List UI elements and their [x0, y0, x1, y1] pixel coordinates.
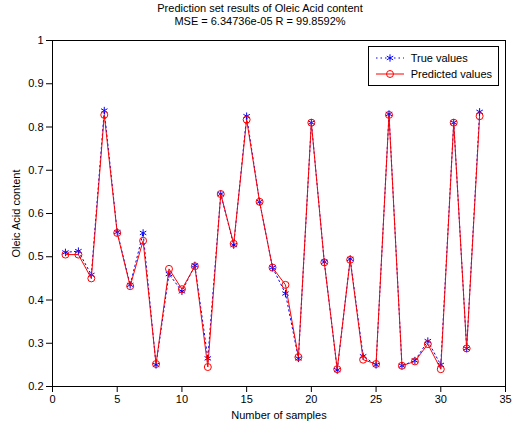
svg-text:5: 5 [114, 393, 120, 405]
svg-text:0.7: 0.7 [28, 164, 43, 176]
svg-text:35: 35 [499, 393, 511, 405]
html-text:True values: True values [410, 52, 468, 64]
html-text:Predicted values: Predicted values [410, 68, 492, 80]
svg-text:0.2: 0.2 [28, 380, 43, 392]
html-text:MSE = 6.34736e-05 R = 99.8592%: MSE = 6.34736e-05 R = 99.8592% [174, 15, 346, 27]
svg-text:0.4: 0.4 [28, 294, 43, 306]
svg-text:0: 0 [49, 393, 55, 405]
svg-text:10: 10 [176, 393, 188, 405]
svg-text:15: 15 [241, 393, 253, 405]
svg-text:1: 1 [37, 34, 43, 46]
svg-text:Number of samples: Number of samples [231, 409, 327, 421]
svg-text:0.9: 0.9 [28, 77, 43, 89]
html-text:Prediction set results of Olei: Prediction set results of Oleic Acid con… [157, 2, 363, 14]
svg-text:30: 30 [435, 393, 447, 405]
svg-text:0.5: 0.5 [28, 250, 43, 262]
svg-text:0.3: 0.3 [28, 337, 43, 349]
svg-text:25: 25 [370, 393, 382, 405]
svg-text:0.6: 0.6 [28, 207, 43, 219]
svg-text:20: 20 [305, 393, 317, 405]
svg-text:Oleic Acid content: Oleic Acid content [10, 169, 22, 257]
svg-text:0.8: 0.8 [28, 121, 43, 133]
